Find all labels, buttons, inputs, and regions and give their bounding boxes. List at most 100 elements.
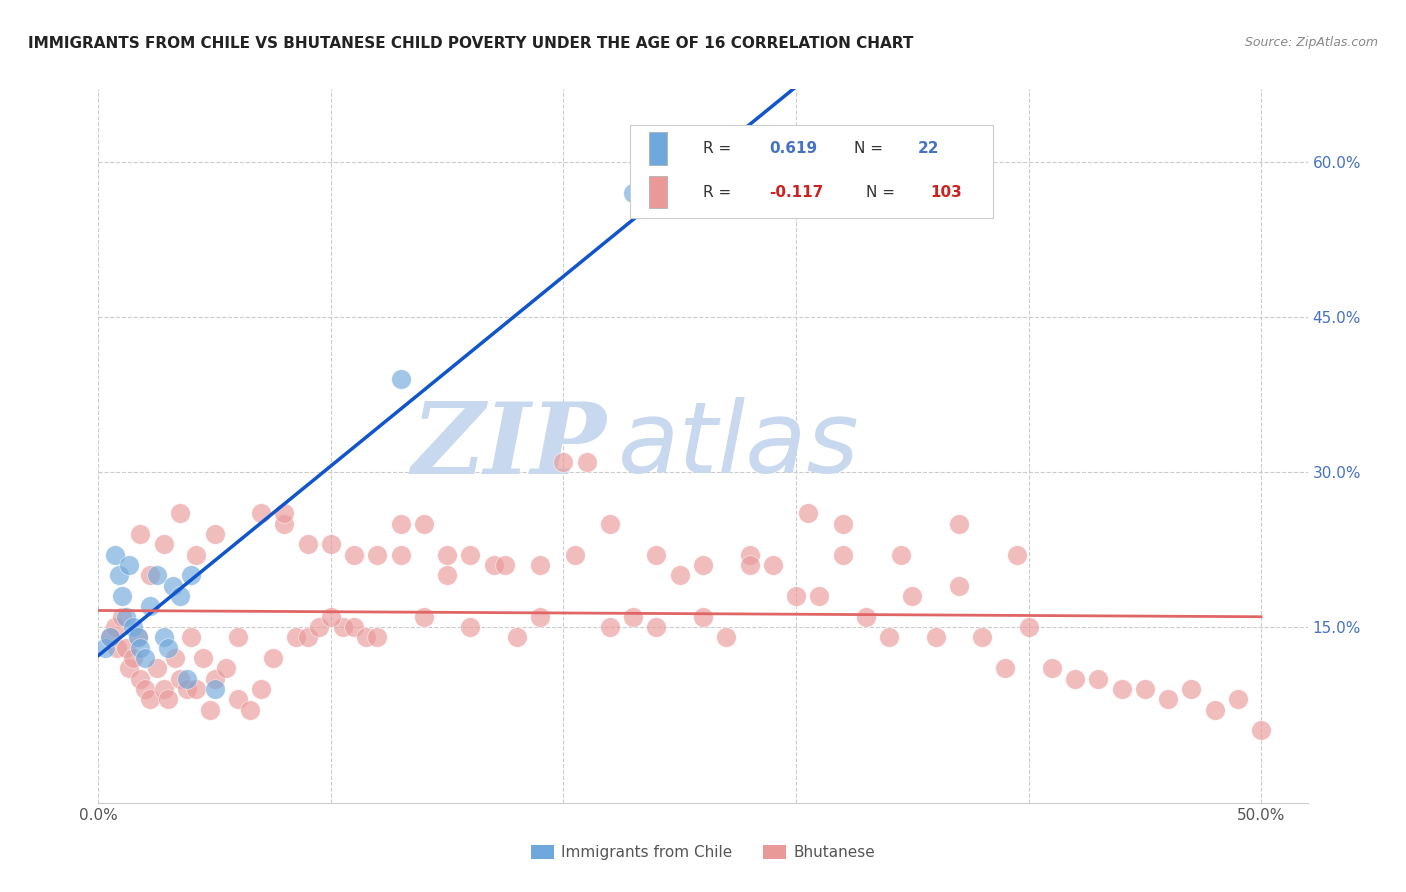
Point [970,630,993,644]
Point [529,609,551,624]
Point [239,703,262,717]
Point [180,568,202,582]
Point [831,516,853,531]
Point [308,620,330,634]
Point [250,506,273,520]
Point [460,548,482,562]
Text: N =: N = [855,141,889,156]
Point [138,599,160,614]
Point [482,558,505,572]
Point [176,681,198,696]
Point [115,609,138,624]
Point [157,692,180,706]
Point [621,186,644,200]
Point [645,620,668,634]
Point [738,558,761,572]
Text: R =: R = [703,141,737,156]
Point [890,548,912,562]
Point [354,630,377,644]
Point [134,681,156,696]
Point [111,609,134,624]
Point [226,692,249,706]
Point [1064,672,1087,686]
Text: ZIP: ZIP [412,398,606,494]
Point [191,651,214,665]
Point [994,661,1017,675]
Point [831,548,853,562]
Point [692,558,714,572]
Point [165,651,187,665]
Point [108,568,131,582]
Point [273,516,295,531]
Point [855,609,877,624]
Point [494,558,516,572]
Point [1157,692,1180,706]
Point [332,620,354,634]
Point [127,630,149,644]
Point [343,620,366,634]
Point [204,681,226,696]
Point [506,630,529,644]
Point [94,640,117,655]
Point [796,506,818,520]
Point [389,372,412,386]
Point [564,548,586,562]
Point [319,609,342,624]
Point [129,672,152,686]
Point [413,609,436,624]
Point [692,609,714,624]
Point [145,568,167,582]
Point [118,661,141,675]
Point [436,548,458,562]
Text: R =: R = [703,185,737,200]
Point [319,537,342,551]
Point [134,651,156,665]
Point [138,568,160,582]
Point [738,548,761,562]
Point [460,620,482,634]
Point [599,620,621,634]
Point [198,703,221,717]
Text: IMMIGRANTS FROM CHILE VS BHUTANESE CHILD POVERTY UNDER THE AGE OF 16 CORRELATION: IMMIGRANTS FROM CHILE VS BHUTANESE CHILD… [28,36,914,51]
Point [184,548,207,562]
Point [1040,661,1063,675]
Point [180,630,202,644]
Text: N =: N = [866,185,900,200]
Point [105,640,128,655]
Point [1111,681,1133,696]
Bar [648,132,668,165]
Point [413,516,436,531]
Point [250,681,273,696]
Bar [648,176,668,209]
Point [366,548,388,562]
Point [138,692,160,706]
Point [808,589,831,603]
Point [122,651,145,665]
Point [215,661,238,675]
Point [924,630,946,644]
Point [575,454,598,468]
Text: 103: 103 [931,185,962,200]
Point [118,558,141,572]
Point [262,651,284,665]
Point [169,589,191,603]
Point [948,516,970,531]
Point [716,630,738,644]
Point [901,589,924,603]
Point [129,527,152,541]
Point [1250,723,1272,738]
Point [389,548,412,562]
Point [127,630,149,644]
Text: Source: ZipAtlas.com: Source: ZipAtlas.com [1244,36,1378,49]
Point [297,630,319,644]
Point [668,568,690,582]
Point [204,672,226,686]
Point [1133,681,1156,696]
Point [599,516,621,531]
Point [115,640,138,655]
Point [785,589,807,603]
Bar [630,125,993,218]
Point [169,672,191,686]
Point [948,579,970,593]
Point [157,640,180,655]
